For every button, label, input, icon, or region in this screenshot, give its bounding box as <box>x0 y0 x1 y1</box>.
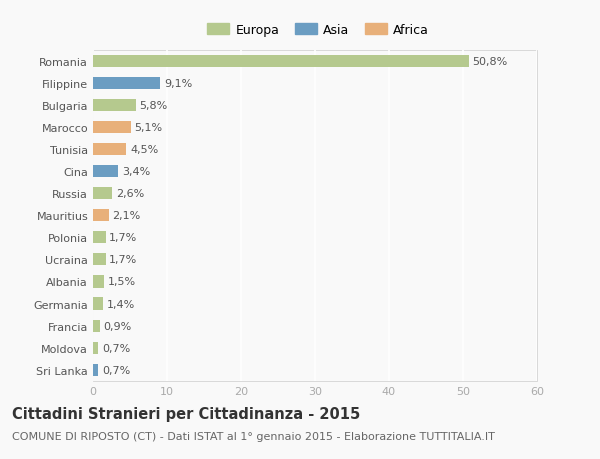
Bar <box>93 232 106 244</box>
Bar <box>93 210 109 222</box>
Text: 4,5%: 4,5% <box>130 145 158 155</box>
Text: 0,7%: 0,7% <box>102 343 130 353</box>
Bar <box>93 188 112 200</box>
Text: 5,1%: 5,1% <box>134 123 163 133</box>
Text: 1,5%: 1,5% <box>108 277 136 287</box>
Bar <box>93 254 106 266</box>
Text: 1,7%: 1,7% <box>109 255 137 265</box>
Bar <box>93 342 98 354</box>
Bar <box>93 122 131 134</box>
Text: Cittadini Stranieri per Cittadinanza - 2015: Cittadini Stranieri per Cittadinanza - 2… <box>12 406 360 421</box>
Text: 5,8%: 5,8% <box>140 101 168 111</box>
Bar <box>93 100 136 112</box>
Text: 2,6%: 2,6% <box>116 189 144 199</box>
Text: 0,9%: 0,9% <box>103 321 131 331</box>
Bar <box>93 320 100 332</box>
Bar <box>93 276 104 288</box>
Text: 3,4%: 3,4% <box>122 167 150 177</box>
Bar <box>93 78 160 90</box>
Legend: Europa, Asia, Africa: Europa, Asia, Africa <box>203 20 433 40</box>
Text: 0,7%: 0,7% <box>102 365 130 375</box>
Bar <box>93 298 103 310</box>
Bar <box>93 364 98 376</box>
Text: 9,1%: 9,1% <box>164 78 192 89</box>
Text: 1,4%: 1,4% <box>107 299 136 309</box>
Text: 2,1%: 2,1% <box>112 211 140 221</box>
Text: COMUNE DI RIPOSTO (CT) - Dati ISTAT al 1° gennaio 2015 - Elaborazione TUTTITALIA: COMUNE DI RIPOSTO (CT) - Dati ISTAT al 1… <box>12 431 495 442</box>
Text: 1,7%: 1,7% <box>109 233 137 243</box>
Bar <box>93 144 127 156</box>
Bar <box>93 56 469 67</box>
Text: 50,8%: 50,8% <box>473 56 508 67</box>
Bar <box>93 166 118 178</box>
